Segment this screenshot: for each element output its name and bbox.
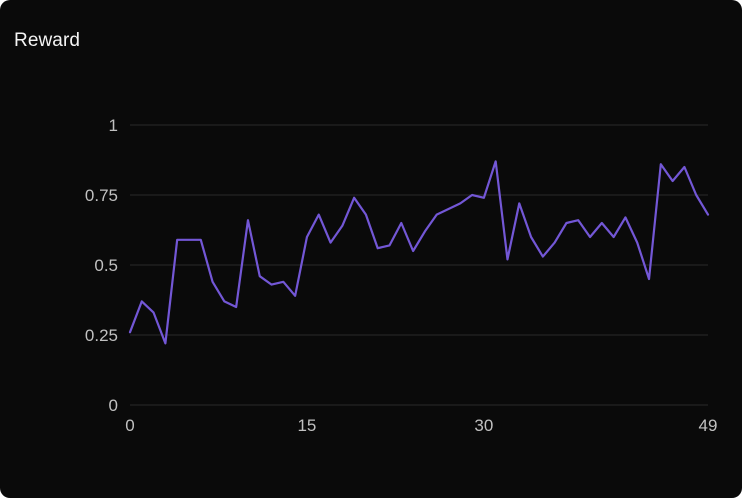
svg-text:0.25: 0.25 xyxy=(85,326,118,345)
svg-text:0.5: 0.5 xyxy=(94,256,118,275)
svg-text:15: 15 xyxy=(297,416,316,435)
chart-title: Reward xyxy=(14,30,81,51)
svg-text:0: 0 xyxy=(125,416,134,435)
svg-text:30: 30 xyxy=(474,416,493,435)
svg-text:0: 0 xyxy=(109,396,118,415)
svg-text:49: 49 xyxy=(699,416,718,435)
svg-text:1: 1 xyxy=(109,116,118,135)
svg-text:0.75: 0.75 xyxy=(85,186,118,205)
